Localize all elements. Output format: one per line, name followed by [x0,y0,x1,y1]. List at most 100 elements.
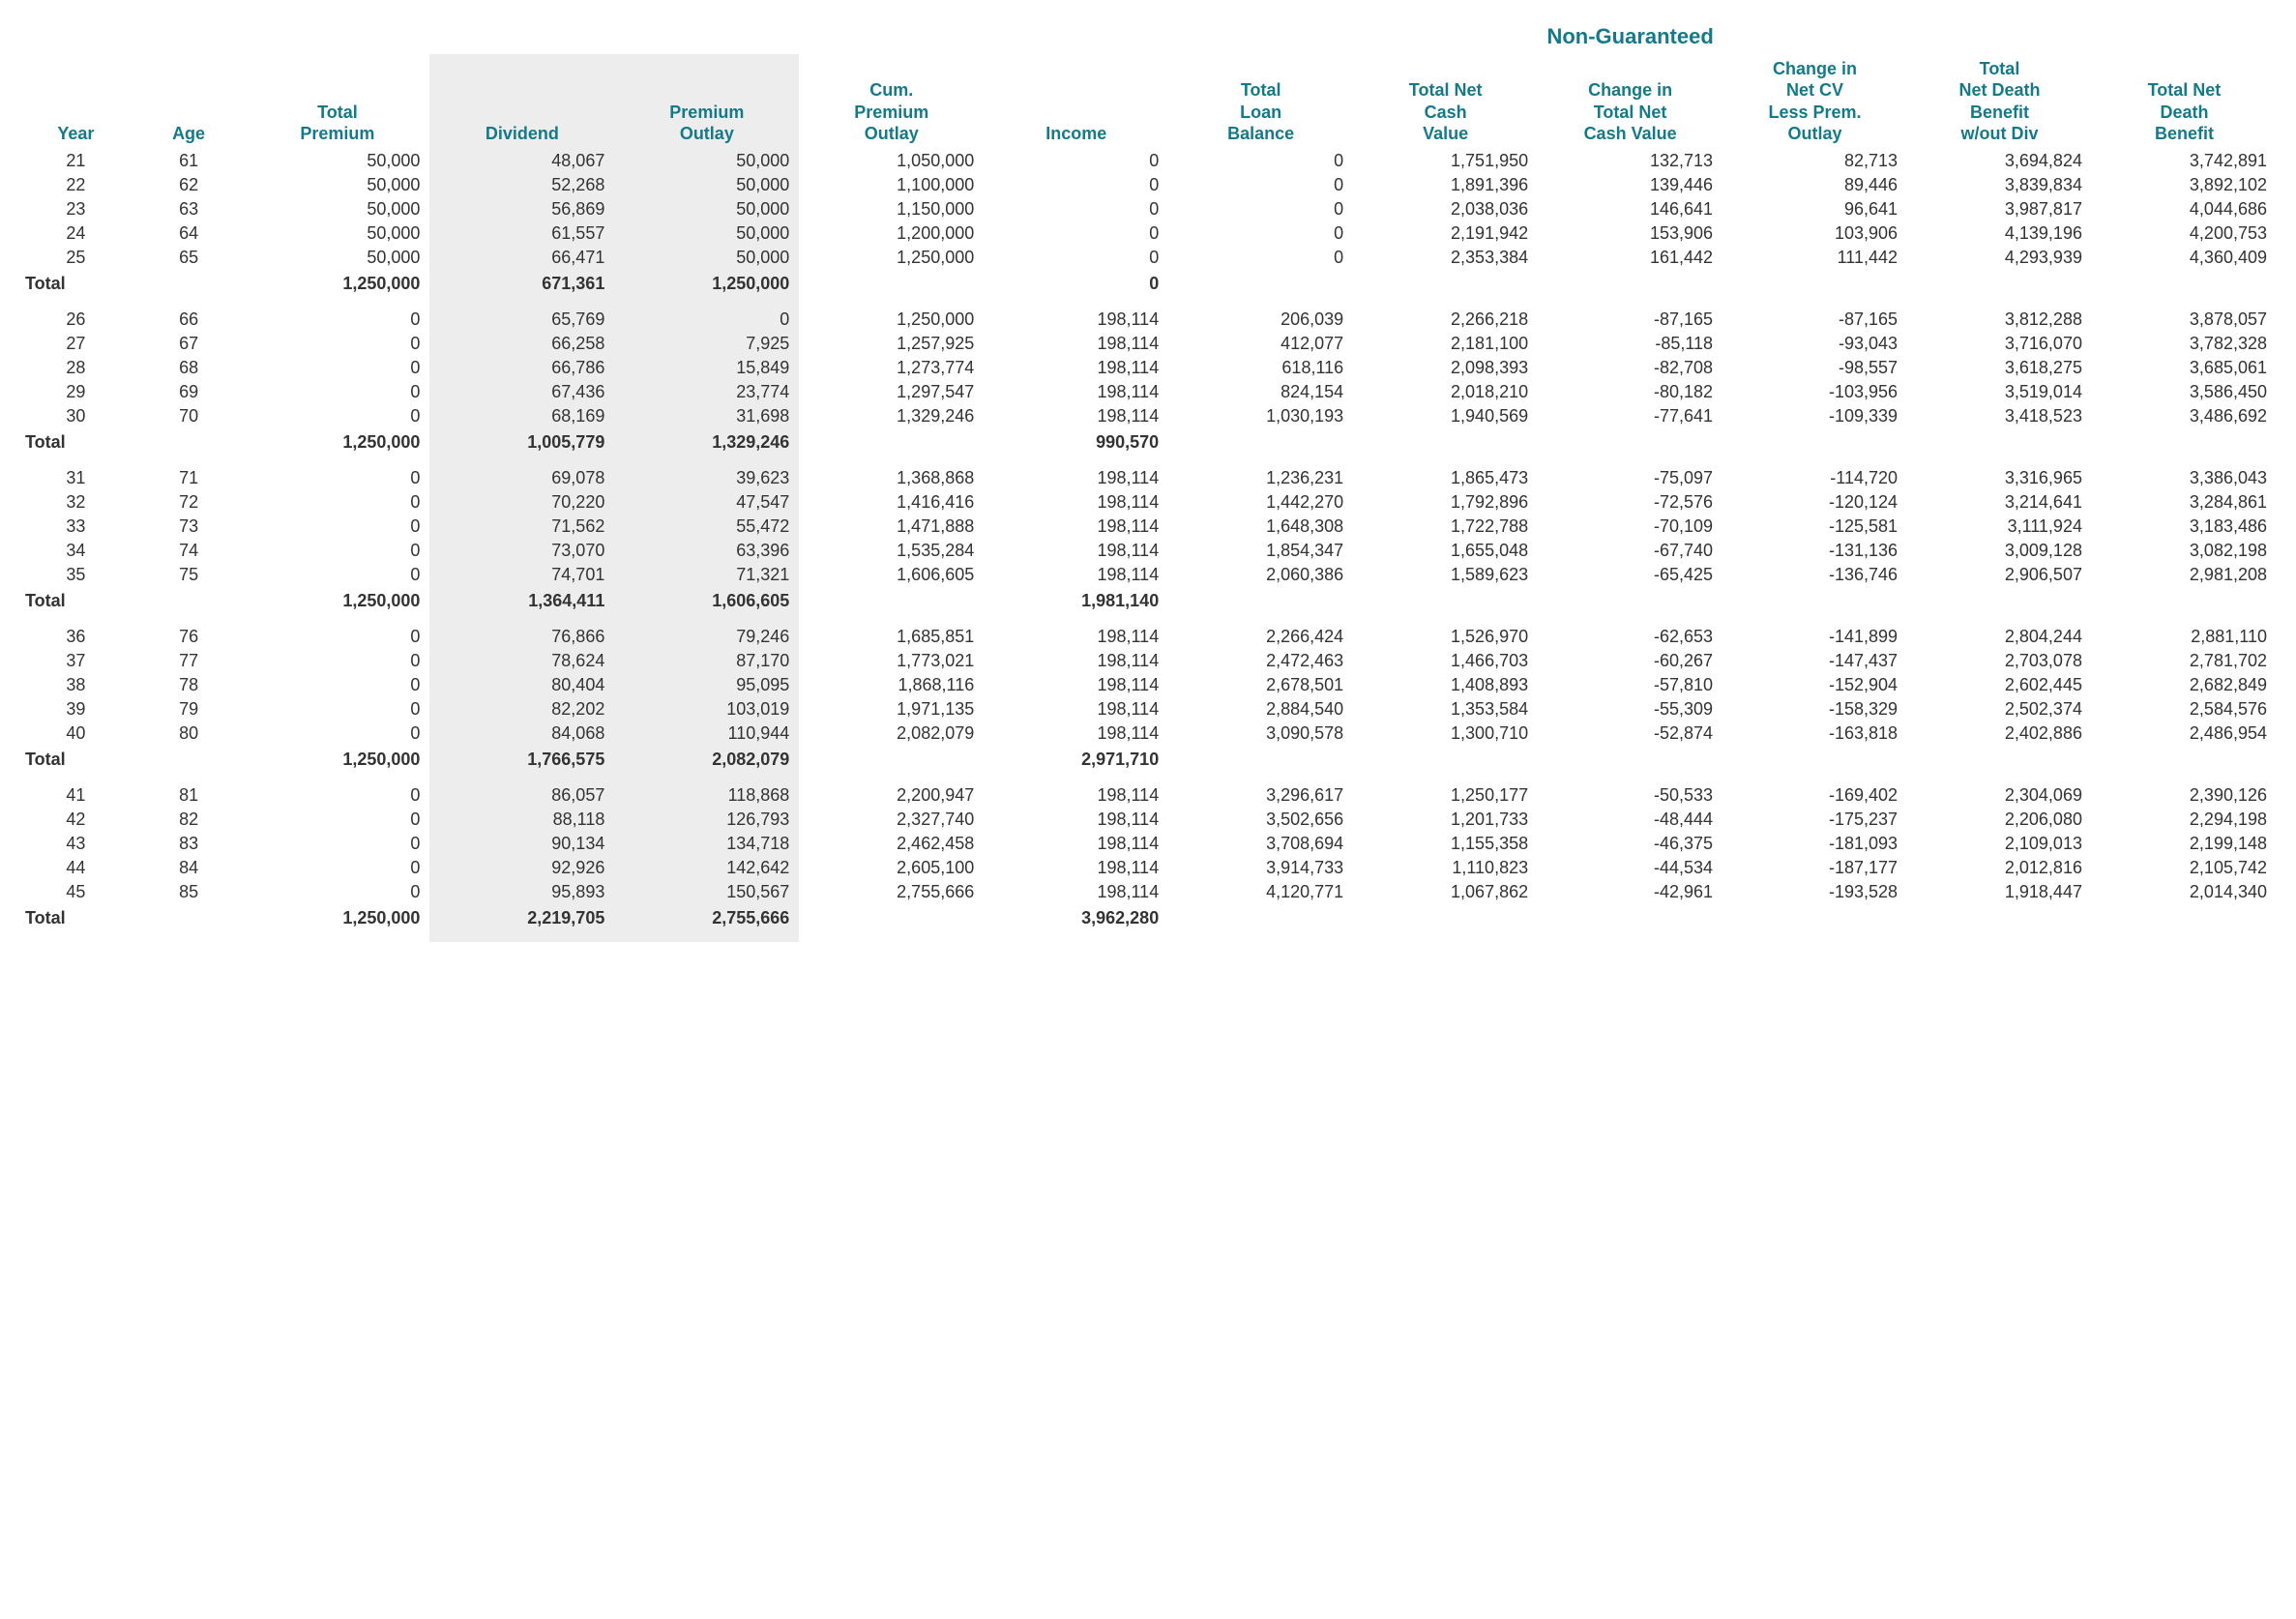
cell: 2,199,148 [2092,832,2277,856]
cell: 198,114 [984,404,1168,428]
table-row: 3474073,07063,3961,535,284198,1141,854,3… [19,539,2277,563]
cell: 84,068 [429,721,614,746]
cell: 83 [132,832,246,856]
cell: 0 [245,832,429,856]
table-row: 2868066,78615,8491,273,774198,114618,116… [19,356,2277,380]
cell [1538,270,1722,308]
table-row: 2666065,76901,250,000198,114206,0392,266… [19,308,2277,332]
cell: 41 [19,783,132,808]
cell: 3,386,043 [2092,466,2277,490]
cell: 1,250,000 [245,587,429,625]
cell: 22 [19,173,132,197]
cell: -82,708 [1538,356,1722,380]
cell: 79 [132,697,246,721]
cell: 1,250,000 [614,270,799,308]
cell: 0 [1168,246,1353,270]
cell: Total [19,587,132,625]
cell: 2,327,740 [799,808,984,832]
cell: 198,114 [984,625,1168,649]
cell: 111,442 [1722,246,1907,270]
cell: 126,793 [614,808,799,832]
cell: 29 [19,380,132,404]
cell: 45 [19,880,132,904]
cell: 1,526,970 [1353,625,1538,649]
cell [132,270,246,308]
cell: -175,237 [1722,808,1907,832]
cell: 0 [245,856,429,880]
col-header-11: TotalNet DeathBenefitw/out Div [1907,54,2092,149]
cell: -87,165 [1538,308,1722,332]
cell: 23 [19,197,132,221]
cell: 1,918,447 [1907,880,2092,904]
cell: 198,114 [984,880,1168,904]
cell: 990,570 [984,428,1168,466]
cell: 0 [245,673,429,697]
cell: 71,562 [429,515,614,539]
cell: 4,120,771 [1168,880,1353,904]
cell: 1,329,246 [614,428,799,466]
cell: -62,653 [1538,625,1722,649]
cell: 92,926 [429,856,614,880]
cell: -65,425 [1538,563,1722,587]
cell: -181,093 [1722,832,1907,856]
cell: 55,472 [614,515,799,539]
cell: 95,095 [614,673,799,697]
cell: Total [19,904,132,942]
cell [1168,428,1353,466]
col-header-5: Cum.PremiumOutlay [799,54,984,149]
cell: 1,155,358 [1353,832,1538,856]
cell: 1,250,177 [1353,783,1538,808]
cell: 61 [132,149,246,173]
cell: 2,971,710 [984,746,1168,783]
table-row: 3575074,70171,3211,606,605198,1142,060,3… [19,563,2277,587]
cell: 1,648,308 [1168,515,1353,539]
col-header-8: Total NetCashValue [1353,54,1538,149]
cell: -52,874 [1538,721,1722,746]
cell: 89,446 [1722,173,1907,197]
cell: 74 [132,539,246,563]
cell: 1,368,868 [799,466,984,490]
table-body: 216150,00048,06750,0001,050,000001,751,9… [19,149,2277,942]
cell [132,904,246,942]
cell: 2,266,424 [1168,625,1353,649]
cell: 52,268 [429,173,614,197]
cell: 2,012,816 [1907,856,2092,880]
cell: 2,906,507 [1907,563,2092,587]
cell: 78,624 [429,649,614,673]
cell: 69,078 [429,466,614,490]
cell: 2,018,210 [1353,380,1538,404]
cell: 24 [19,221,132,246]
cell: 198,114 [984,332,1168,356]
table-head: Non-Guaranteed YearAgeTotalPremiumDivide… [19,19,2277,149]
cell [799,746,984,783]
cell: 103,019 [614,697,799,721]
cell: 3,716,070 [1907,332,2092,356]
cell: 4,044,686 [2092,197,2277,221]
cell: 1,981,140 [984,587,1168,625]
cell: 0 [245,563,429,587]
cell: -147,437 [1722,649,1907,673]
cell: 1,297,547 [799,380,984,404]
cell [1907,904,2092,942]
cell: 1,792,896 [1353,490,1538,515]
cell: 0 [245,332,429,356]
cell: 412,077 [1168,332,1353,356]
cell [799,904,984,942]
cell: 1,250,000 [245,270,429,308]
cell: 1,329,246 [799,404,984,428]
cell: 1,766,575 [429,746,614,783]
illustration-table: Non-Guaranteed YearAgeTotalPremiumDivide… [19,19,2277,942]
cell: 1,236,231 [1168,466,1353,490]
cell: Total [19,746,132,783]
cell: -103,956 [1722,380,1907,404]
cell: 2,781,702 [2092,649,2277,673]
cell [1907,587,2092,625]
cell [799,270,984,308]
cell: -131,136 [1722,539,1907,563]
cell: 1,971,135 [799,697,984,721]
cell: 66,471 [429,246,614,270]
cell: -114,720 [1722,466,1907,490]
cell: -169,402 [1722,783,1907,808]
cell: -187,177 [1722,856,1907,880]
cell: 3,284,861 [2092,490,2277,515]
